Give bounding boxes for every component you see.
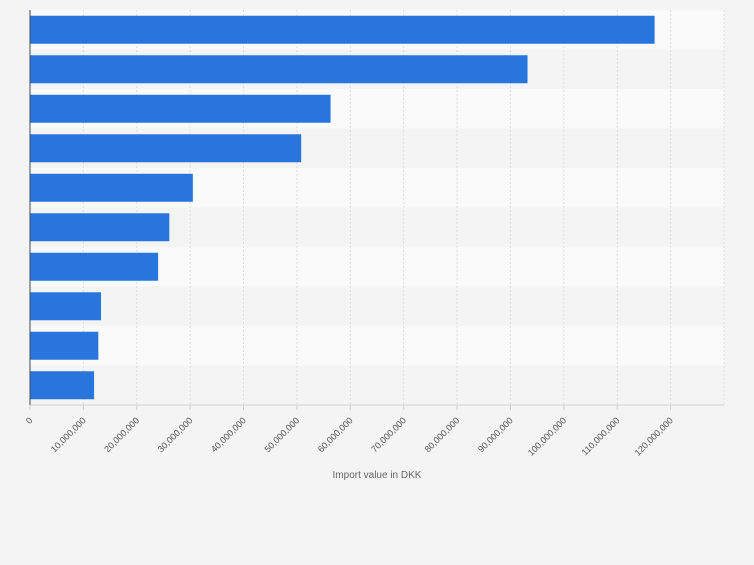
bar[interactable] [30,134,302,163]
x-tick-label: 0 [24,415,35,426]
bar[interactable] [30,173,193,202]
bar[interactable] [30,15,655,44]
x-tick-label: 10,000,000 [49,415,88,454]
x-tick-labels: 0 10,000,000 20,000,000 30,000,000 40,000,00… [24,415,675,457]
axes [29,10,724,410]
x-tick-label: 80,000,000 [423,415,462,454]
row-stripe [30,326,724,366]
bar[interactable] [30,252,159,281]
bar[interactable] [30,55,528,84]
x-tick-label: 100,000,000 [526,415,568,457]
x-tick-label: 20,000,000 [102,415,141,454]
bar[interactable] [30,94,331,123]
row-stripe [30,365,724,405]
x-tick-label: 120,000,000 [633,415,675,457]
bar[interactable] [30,371,95,400]
x-tick-label: 110,000,000 [580,415,622,457]
x-tick-label: 90,000,000 [476,415,515,454]
x-tick-label: 70,000,000 [369,415,408,454]
x-tick-label: 40,000,000 [209,415,248,454]
row-stripe [30,286,724,326]
x-tick-label: 60,000,000 [316,415,355,454]
bar[interactable] [30,213,170,242]
bars [30,15,655,400]
bar[interactable] [30,331,99,360]
x-axis-label: Import value in DKK [333,470,422,481]
x-tick-label: 50,000,000 [262,415,301,454]
bar[interactable] [30,292,102,321]
x-tick-label: 30,000,000 [156,415,195,454]
